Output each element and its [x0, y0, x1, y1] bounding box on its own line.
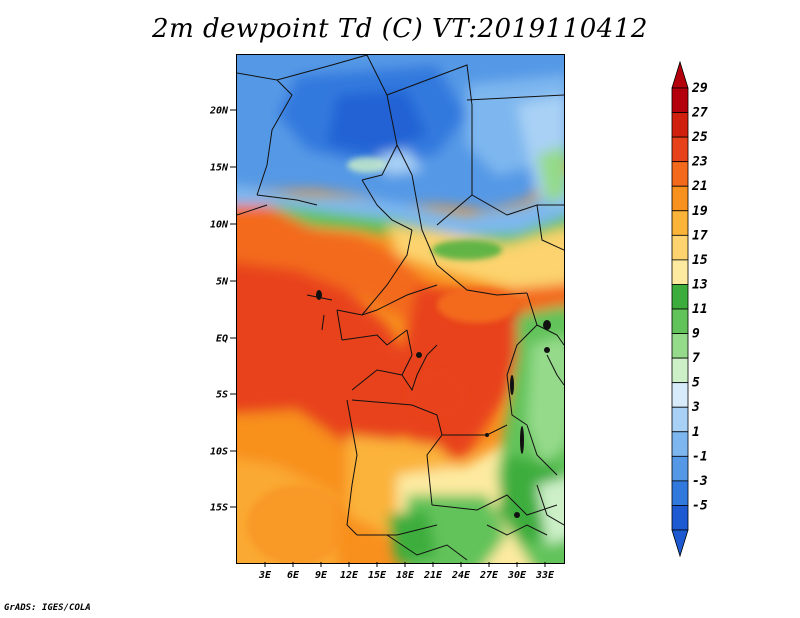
- colorbar-swatch: [671, 431, 689, 457]
- colorbar-label: 5: [692, 376, 700, 391]
- colorbar-label: 1: [692, 425, 700, 440]
- colorbar-swatch: [671, 87, 689, 113]
- colorbar-swatch: [671, 161, 689, 187]
- colorbar-swatch: [671, 234, 689, 261]
- lon-tick-label: 9E: [315, 570, 328, 581]
- colorbar-swatch: [671, 406, 689, 433]
- lat-tick-label: 15S: [210, 503, 228, 514]
- grads-credit: GrADS: IGES/COLA: [4, 603, 91, 613]
- colorbar-label: 9: [692, 327, 700, 342]
- colorbar: 29 27 25 23 21 19 17 15 13 11 9 7 5 3 1 -1 -3 -5: [671, 60, 708, 558]
- colorbar-label: 23: [691, 155, 708, 170]
- lon-tick-label: 21E: [423, 570, 443, 581]
- dewpoint-map: [236, 54, 565, 564]
- lon-tick-label: 6E: [287, 570, 300, 581]
- lat-tick-label: 20N: [209, 106, 229, 117]
- latitude-ticks: 20N 15N 10N 5N EQ 5S 10S 15S: [209, 106, 236, 514]
- colorbar-label: 19: [692, 204, 708, 219]
- colorbar-max-arrow: [671, 60, 689, 89]
- lat-tick-label: EQ: [216, 334, 228, 345]
- lon-tick-label: 18E: [396, 570, 415, 581]
- lon-tick-label: 27E: [479, 570, 499, 581]
- colorbar-label: 29: [691, 81, 708, 96]
- colorbar-label: 13: [692, 277, 708, 292]
- colorbar-swatch: [671, 455, 689, 482]
- lon-tick-label: 12E: [340, 570, 359, 581]
- colorbar-swatch: [671, 112, 689, 138]
- colorbar-swatch: [671, 136, 689, 163]
- colorbar-label: 25: [691, 130, 708, 145]
- colorbar-label: 27: [691, 106, 708, 121]
- colorbar-label: -5: [692, 498, 708, 513]
- colorbar-min-arrow: [671, 529, 689, 558]
- colorbar-label: 17: [692, 228, 708, 243]
- colorbar-label: 3: [691, 400, 700, 415]
- map-title: 2m dewpoint Td (C) VT:2019110412: [152, 14, 648, 44]
- colorbar-label: -3: [692, 474, 708, 489]
- colorbar-swatch: [671, 505, 689, 531]
- longitude-ticks: 3E 6E 9E 12E 15E 18E 21E 24E 27E 30E 33E: [258, 562, 555, 581]
- lat-tick-label: 15N: [210, 163, 229, 174]
- colorbar-swatch: [671, 185, 689, 212]
- colorbar-swatch: [671, 333, 689, 359]
- colorbar-label: 7: [692, 351, 700, 366]
- lon-tick-label: 24E: [451, 570, 471, 581]
- lat-tick-label: 5N: [216, 277, 229, 288]
- lon-tick-label: 33E: [535, 570, 555, 581]
- lat-tick-label: 10S: [210, 447, 228, 458]
- colorbar-label: -1: [692, 449, 708, 464]
- colorbar-label: 15: [692, 253, 708, 268]
- dewpoint-field: [237, 55, 564, 563]
- colorbar-label: 11: [692, 302, 708, 317]
- lon-tick-label: 3E: [258, 570, 272, 581]
- colorbar-swatch: [671, 308, 689, 334]
- lat-tick-label: 5S: [216, 390, 228, 401]
- colorbar-swatch: [671, 382, 689, 408]
- colorbar-swatch: [671, 210, 689, 236]
- colorbar-swatch: [671, 284, 689, 310]
- colorbar-swatch: [671, 357, 689, 384]
- colorbar-swatch: [671, 480, 689, 506]
- lon-tick-label: 15E: [368, 570, 387, 581]
- lon-tick-label: 30E: [507, 570, 527, 581]
- colorbar-swatch: [671, 259, 689, 285]
- lat-tick-label: 10N: [210, 220, 229, 231]
- colorbar-label: 21: [691, 179, 708, 194]
- lake-contours: [316, 290, 551, 518]
